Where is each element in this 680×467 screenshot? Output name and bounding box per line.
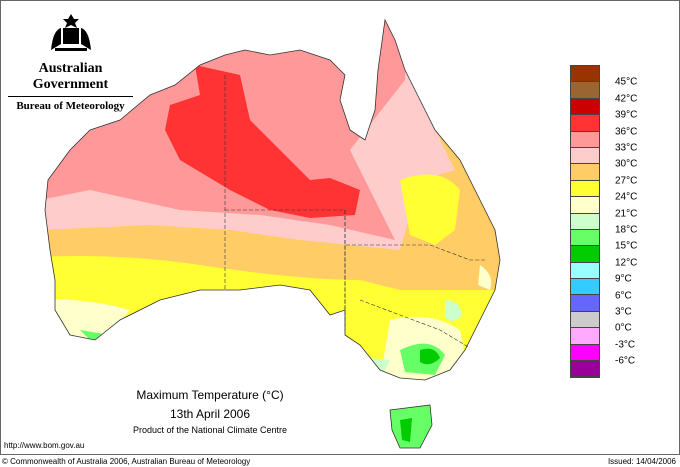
legend-swatch [571, 246, 599, 263]
map-date: 13th April 2006 [169, 407, 251, 421]
legend-label: 33°C [615, 142, 638, 154]
legend-label: 45°C [615, 76, 638, 88]
bom-logo: Australian Government Bureau of Meteorol… [8, 10, 133, 112]
coat-of-arms-icon [50, 14, 91, 51]
legend-label: 12°C [615, 257, 638, 269]
legend-label: 27°C [615, 175, 638, 187]
temperature-legend: 45°C 42°C 39°C 36°C 33°C 30°C 27°C 24°C 21°C 18°C… [570, 65, 637, 379]
legend-swatch [571, 131, 599, 148]
legend-swatch [571, 229, 599, 247]
state-borders [224, 75, 485, 349]
legend-swatch [571, 147, 599, 165]
legend-label: -6°C [615, 355, 636, 367]
legend-swatch [571, 361, 599, 378]
legend-swatch [571, 328, 599, 345]
legend-label: -3°C [615, 339, 636, 351]
legend-swatch [571, 279, 599, 296]
map-product: Product of the National Climate Centre [132, 425, 288, 435]
legend-swatch [571, 311, 599, 329]
legend-swatch [571, 344, 599, 362]
government-name: Australian Government [8, 61, 133, 97]
legend-swatch [571, 66, 599, 83]
website-url[interactable]: http://www.bom.gov.au [4, 441, 85, 450]
legend-label: 6°C [615, 290, 632, 302]
map-title: Maximum Temperature (°C) [136, 388, 284, 402]
australia-temperature-map [44, 19, 501, 449]
legend-swatch [571, 164, 599, 181]
legend-label: 0°C [615, 322, 632, 334]
legend-label: 42°C [615, 93, 638, 105]
legend-swatch [571, 213, 599, 230]
legend-label: 15°C [615, 240, 638, 252]
legend-label: 18°C [615, 224, 638, 236]
bureau-name: Bureau of Meteorology [16, 100, 125, 112]
legend-label: 9°C [615, 273, 632, 285]
legend-swatch [571, 82, 599, 99]
copyright: © Commonwealth of Australia 2006, Austra… [2, 457, 251, 466]
legend-swatch [571, 98, 599, 116]
legend-swatch [571, 180, 599, 198]
legend-label: 30°C [615, 158, 638, 170]
legend-label: 24°C [615, 191, 638, 203]
legend-swatch [571, 197, 599, 214]
legend-label: 3°C [615, 306, 632, 318]
legend-label: 36°C [615, 126, 638, 138]
legend-swatch [571, 262, 599, 280]
legend-swatch [571, 115, 599, 132]
legend-swatch [571, 295, 599, 312]
temperature-zones [45, 20, 500, 380]
issued-date: Issued: 14/04/2006 [607, 457, 676, 466]
legend-label: 21°C [615, 208, 638, 220]
legend-label: 39°C [615, 109, 638, 121]
